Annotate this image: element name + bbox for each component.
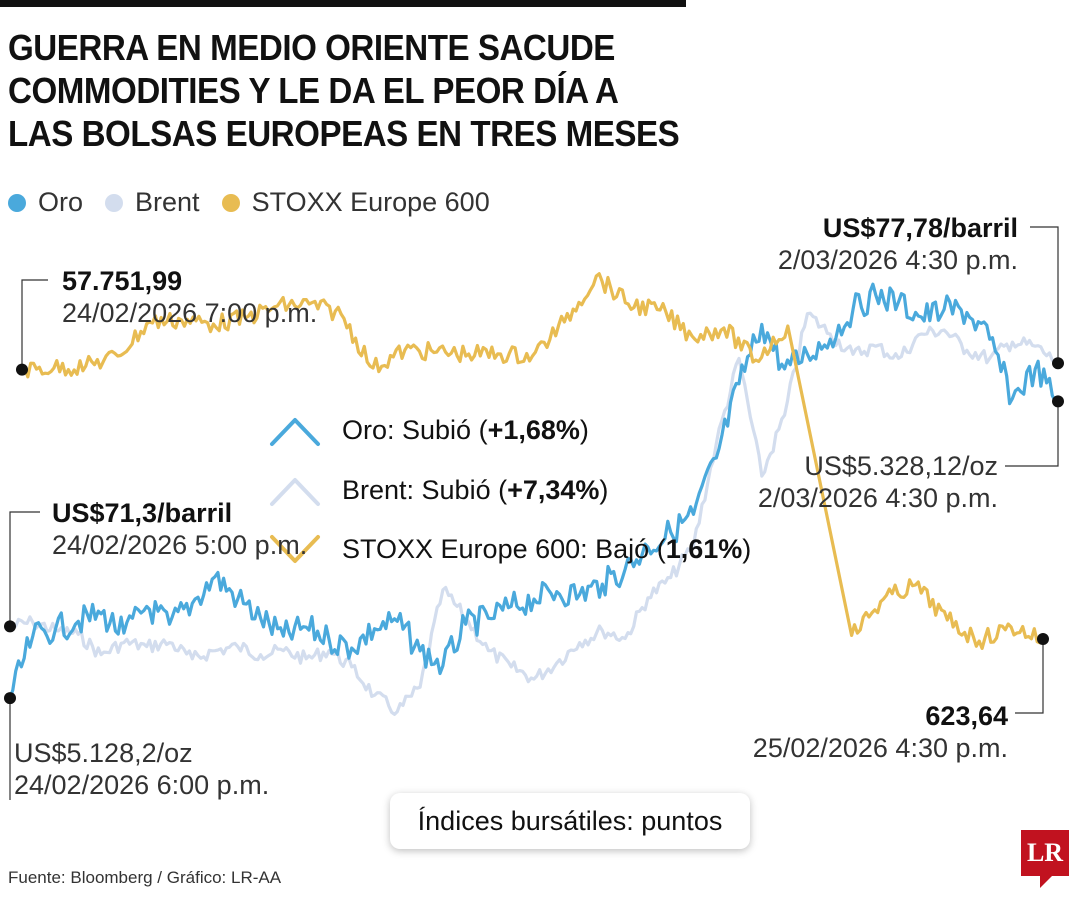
annotation-leaders	[9, 226, 1059, 800]
leader-stoxx-end	[1015, 639, 1044, 714]
source-note: Fuente: Bloomberg / Gráfico: LR-AA	[8, 868, 282, 887]
annotation-brent-start-date: 24/02/2026 5:00 p.m.	[52, 530, 308, 560]
annotation-brent-start-value: US$71,3/barril	[52, 498, 233, 528]
annotation-brent-end: US$77,78/barril 2/03/2026 4:30 p.m.	[778, 212, 1018, 276]
annotation-brent-start: US$71,3/barril 24/02/2026 5:00 p.m.	[52, 497, 307, 561]
annotation-oro-start: US$5.128,2/oz 24/02/2026 6:00 p.m.	[14, 737, 269, 801]
leader-oro-end	[1005, 401, 1059, 467]
leader-brent-start	[9, 511, 40, 627]
endpoint-markers	[4, 357, 1064, 705]
legend-label-stoxx: STOXX Europe 600	[251, 187, 490, 217]
annotation-stoxx-start-date: 24/02/2026 7:00 p.m.	[62, 298, 318, 328]
series-lines	[8, 272, 1059, 716]
change-stoxx: STOXX Europe 600: Bajó (1,61%)	[342, 534, 751, 565]
change-stoxx-prefix: STOXX Europe 600: Bajó (	[342, 534, 666, 564]
annotation-stoxx-start: 57.751,99 24/02/2026 7:00 p.m.	[62, 265, 317, 329]
series-line-brent	[9, 311, 1059, 716]
legend-item-oro: Oro	[8, 187, 83, 218]
start-marker-brent	[4, 620, 16, 633]
change-oro-suffix: )	[579, 415, 589, 445]
up-chevron-icon-0	[270, 418, 320, 446]
legend-dot-brent	[105, 193, 124, 212]
down-chevron-icon-2	[270, 535, 320, 563]
change-key-icons	[270, 418, 320, 563]
annotation-stoxx-end-value: 623,64	[925, 701, 1008, 731]
lr-logo: LR	[1021, 830, 1069, 876]
title-line-3: LAS BOLSAS EUROPEAS EN TRES MESES	[8, 113, 680, 154]
legend-item-brent: Brent	[105, 187, 200, 218]
annotation-brent-end-date: 2/03/2026 4:30 p.m.	[777, 245, 1018, 275]
title-line-2: COMMODITIES Y LE DA EL PEOR DÍA A	[8, 70, 619, 111]
annotation-stoxx-end: 623,64 25/02/2026 4:30 p.m.	[753, 700, 1008, 764]
change-stoxx-value: 1,61%	[665, 534, 743, 564]
annotation-oro-end: US$5.328,12/oz 2/03/2026 4:30 p.m.	[758, 450, 998, 514]
title-line-1: GUERRA EN MEDIO ORIENTE SACUDE	[8, 27, 615, 68]
up-chevron-icon-1	[270, 478, 320, 506]
leader-stoxx-start	[21, 279, 48, 370]
annotation-oro-end-date: 2/03/2026 4:30 p.m.	[757, 483, 998, 513]
annotation-oro-start-date: 24/02/2026 6:00 p.m.	[14, 770, 270, 800]
annotation-oro-start-value: US$5.128,2/oz	[14, 738, 193, 768]
chart-title: GUERRA EN MEDIO ORIENTE SACUDE COMMODITI…	[8, 26, 680, 155]
annotation-oro-end-value: US$5.328,12/oz	[804, 451, 998, 481]
legend-item-stoxx: STOXX Europe 600	[221, 187, 490, 218]
change-brent-prefix: Brent: Subió (	[342, 475, 508, 505]
start-marker-stoxx-europe-600	[16, 363, 28, 376]
change-oro-prefix: Oro: Subió (	[342, 415, 488, 445]
change-stoxx-suffix: )	[742, 534, 752, 564]
end-marker-brent	[1052, 357, 1064, 370]
series-line-stoxx-europe-600	[21, 272, 1045, 650]
legend-label-oro: Oro	[38, 187, 84, 217]
units-note: Índices bursátiles: puntos	[390, 793, 750, 849]
change-oro: Oro: Subió (+1,68%)	[342, 415, 589, 446]
end-marker-stoxx-europe-600	[1037, 633, 1049, 646]
legend-label-brent: Brent	[135, 187, 200, 217]
end-marker-oro	[1052, 395, 1064, 408]
change-oro-value: +1,68%	[487, 415, 580, 445]
annotation-stoxx-end-date: 25/02/2026 4:30 p.m.	[752, 733, 1008, 763]
start-marker-oro	[4, 692, 16, 705]
legend: Oro Brent STOXX Europe 600	[8, 187, 512, 218]
annotation-stoxx-start-value: 57.751,99	[62, 266, 183, 296]
top-rule	[0, 0, 686, 7]
series-line-oro	[8, 282, 1059, 699]
legend-dot-oro	[8, 193, 26, 212]
leader-brent-end	[1030, 226, 1059, 364]
change-brent-value: +7,34%	[507, 475, 600, 505]
legend-dot-stoxx	[221, 193, 240, 212]
lr-logo-tail	[1040, 876, 1052, 888]
change-brent-suffix: )	[599, 475, 609, 505]
annotation-brent-end-value: US$77,78/barril	[822, 213, 1018, 243]
change-brent: Brent: Subió (+7,34%)	[342, 475, 608, 506]
